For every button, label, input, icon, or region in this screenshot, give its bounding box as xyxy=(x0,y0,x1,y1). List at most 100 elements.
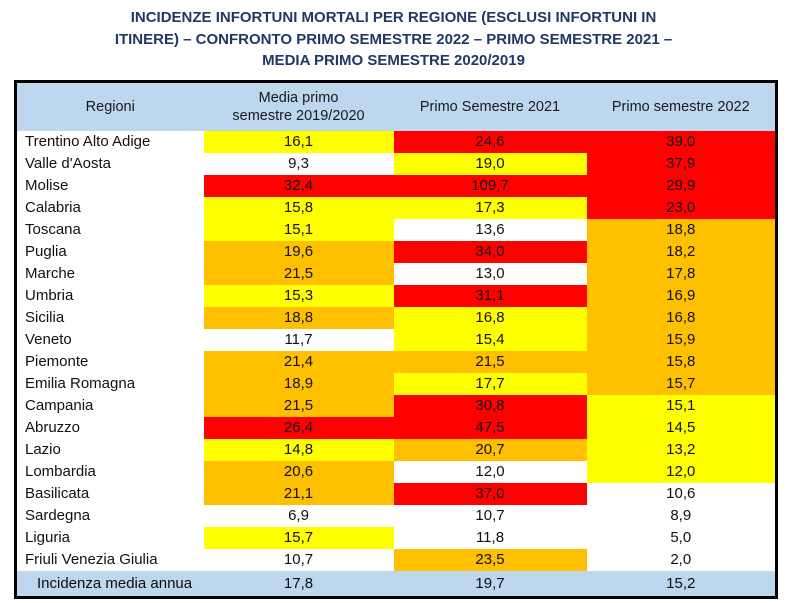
region-name-cell: Abruzzo xyxy=(15,417,204,439)
region-name-cell: Trentino Alto Adige xyxy=(15,131,204,153)
table-row: Umbria 15,3 31,1 16,9 xyxy=(15,285,777,307)
value-cell: 20,6 xyxy=(203,461,394,483)
table-row: Friuli Venezia Giulia 10,7 23,5 2,0 xyxy=(15,549,777,571)
report-title-line-2: ITINERE) – CONFRONTO PRIMO SEMESTRE 2022… xyxy=(114,30,673,48)
region-name-cell: Liguria xyxy=(15,527,204,549)
value-cell: 12,0 xyxy=(393,461,587,483)
value-cell: 8,9 xyxy=(586,505,777,527)
region-name-cell: Sicilia xyxy=(15,307,204,329)
table-body: Trentino Alto Adige 16,1 24,6 39,0 Valle d'A… xyxy=(15,131,777,571)
value-cell: 12,0 xyxy=(586,461,777,483)
value-cell: 37,9 xyxy=(586,153,777,175)
table-row: Valle d'Aosta 9,3 19,0 37,9 xyxy=(15,153,777,175)
value-cell: 13,2 xyxy=(586,439,777,461)
table-row: Sicilia 18,8 16,8 16,8 xyxy=(15,307,777,329)
value-cell: 5,0 xyxy=(586,527,777,549)
summary-value-2021: 19,7 xyxy=(393,571,587,598)
table-row: Sardegna 6,9 10,7 8,9 xyxy=(15,505,777,527)
table-row: Veneto 11,7 15,4 15,9 xyxy=(15,329,777,351)
table-row: Molise 32,4 109,7 29,9 xyxy=(15,175,777,197)
value-cell: 17,3 xyxy=(393,197,587,219)
table-row: Lazio 14,8 20,7 13,2 xyxy=(15,439,777,461)
col-header-primo-semestre-2022: Primo semestre 2022 xyxy=(586,81,777,131)
table-row: Toscana 15,1 13,6 18,8 xyxy=(15,219,777,241)
value-cell: 15,7 xyxy=(203,527,394,549)
value-cell: 18,2 xyxy=(586,241,777,263)
table-row: Abruzzo 26,4 47,5 14,5 xyxy=(15,417,777,439)
region-name-cell: Valle d'Aosta xyxy=(15,153,204,175)
value-cell: 6,9 xyxy=(203,505,394,527)
value-cell: 14,8 xyxy=(203,439,394,461)
region-name-cell: Campania xyxy=(15,395,204,417)
region-name-cell: Puglia xyxy=(15,241,204,263)
value-cell: 31,1 xyxy=(393,285,587,307)
value-cell: 34,0 xyxy=(393,241,587,263)
value-cell: 20,7 xyxy=(393,439,587,461)
region-name-cell: Piemonte xyxy=(15,351,204,373)
report-title-line-1: INCIDENZE INFORTUNI MORTALI PER REGIONE … xyxy=(130,9,657,26)
region-name-cell: Friuli Venezia Giulia xyxy=(15,549,204,571)
value-cell: 19,6 xyxy=(203,241,394,263)
summary-value-media: 17,8 xyxy=(203,571,394,598)
summary-label: Incidenza media annua xyxy=(15,571,204,598)
value-cell: 39,0 xyxy=(586,131,777,153)
value-cell: 47,5 xyxy=(393,417,587,439)
report-title-line-3: MEDIA PRIMO SEMESTRE 2020/2019 xyxy=(262,52,525,69)
value-cell: 15,9 xyxy=(586,329,777,351)
table-row: Marche 21,5 13,0 17,8 xyxy=(15,263,777,285)
header-row: Regioni Media primo semestre 2019/2020 P… xyxy=(15,81,777,131)
value-cell: 23,5 xyxy=(393,549,587,571)
value-cell: 19,0 xyxy=(393,153,587,175)
table-row: Emilia Romagna 18,9 17,7 15,7 xyxy=(15,373,777,395)
value-cell: 13,0 xyxy=(393,263,587,285)
value-cell: 10,7 xyxy=(393,505,587,527)
value-cell: 32,4 xyxy=(203,175,394,197)
value-cell: 18,8 xyxy=(203,307,394,329)
value-cell: 15,8 xyxy=(586,351,777,373)
summary-value-2022: 15,2 xyxy=(586,571,777,598)
region-name-cell: Marche xyxy=(15,263,204,285)
region-name-cell: Lazio xyxy=(15,439,204,461)
value-cell: 9,3 xyxy=(203,153,394,175)
region-name-cell: Toscana xyxy=(15,219,204,241)
value-cell: 21,1 xyxy=(203,483,394,505)
region-name-cell: Veneto xyxy=(15,329,204,351)
value-cell: 29,9 xyxy=(586,175,777,197)
region-name-cell: Basilicata xyxy=(15,483,204,505)
value-cell: 23,0 xyxy=(586,197,777,219)
value-cell: 15,8 xyxy=(203,197,394,219)
value-cell: 11,7 xyxy=(203,329,394,351)
value-cell: 37,0 xyxy=(393,483,587,505)
summary-row: Incidenza media annua 17,8 19,7 15,2 xyxy=(15,571,777,598)
region-name-cell: Calabria xyxy=(15,197,204,219)
value-cell: 16,1 xyxy=(203,131,394,153)
incidence-table: Regioni Media primo semestre 2019/2020 P… xyxy=(14,80,778,599)
table-row: Lombardia 20,6 12,0 12,0 xyxy=(15,461,777,483)
value-cell: 30,8 xyxy=(393,395,587,417)
table-row: Trentino Alto Adige 16,1 24,6 39,0 xyxy=(15,131,777,153)
value-cell: 21,5 xyxy=(203,395,394,417)
value-cell: 14,5 xyxy=(586,417,777,439)
region-name-cell: Umbria xyxy=(15,285,204,307)
value-cell: 15,7 xyxy=(586,373,777,395)
value-cell: 10,6 xyxy=(586,483,777,505)
value-cell: 15,4 xyxy=(393,329,587,351)
table-row: Puglia 19,6 34,0 18,2 xyxy=(15,241,777,263)
value-cell: 16,9 xyxy=(586,285,777,307)
value-cell: 21,4 xyxy=(203,351,394,373)
value-cell: 17,7 xyxy=(393,373,587,395)
value-cell: 11,8 xyxy=(393,527,587,549)
report-title: INCIDENZE INFORTUNI MORTALI PER REGIONE … xyxy=(0,7,787,72)
value-cell: 15,3 xyxy=(203,285,394,307)
value-cell: 21,5 xyxy=(203,263,394,285)
value-cell: 18,9 xyxy=(203,373,394,395)
value-cell: 2,0 xyxy=(586,549,777,571)
value-cell: 24,6 xyxy=(393,131,587,153)
value-cell: 17,8 xyxy=(586,263,777,285)
region-name-cell: Sardegna xyxy=(15,505,204,527)
table-row: Campania 21,5 30,8 15,1 xyxy=(15,395,777,417)
value-cell: 16,8 xyxy=(586,307,777,329)
col-header-regioni: Regioni xyxy=(15,81,204,131)
value-cell: 10,7 xyxy=(203,549,394,571)
value-cell: 109,7 xyxy=(393,175,587,197)
